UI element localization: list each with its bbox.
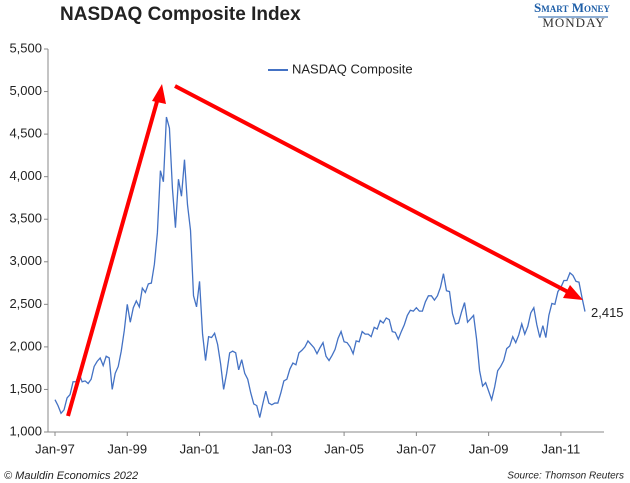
y-tick-label: 4,000 [9, 168, 42, 183]
y-tick-label: 3,500 [9, 211, 42, 226]
brand-bottom: MONDAY [542, 15, 605, 30]
y-tick-label: 1,000 [9, 423, 42, 438]
footer-right: Source: Thomson Reuters [507, 471, 624, 482]
chart-title: NASDAQ Composite Index [60, 4, 301, 25]
x-tick-label: Jan-99 [107, 441, 147, 456]
arrow-up [66, 97, 160, 417]
x-tick-label: Jan-01 [180, 441, 220, 456]
footer-left: © Mauldin Economics 2022 [4, 470, 138, 482]
y-tick-label: 4,500 [9, 126, 42, 141]
legend-label: NASDAQ Composite [292, 61, 413, 76]
series-line [54, 116, 586, 418]
x-tick-label: Jan-05 [324, 441, 364, 456]
x-tick-label: Jan-09 [469, 441, 509, 456]
x-tick-label: Jan-07 [396, 441, 436, 456]
arrow-down [174, 84, 571, 295]
y-tick-label: 2,500 [9, 296, 42, 311]
y-tick-label: 3,000 [9, 253, 42, 268]
annotation: 2,415 [591, 305, 624, 320]
y-tick-label: 5,500 [9, 40, 42, 55]
x-tick-label: Jan-97 [35, 441, 75, 456]
x-tick-label: Jan-11 [542, 441, 581, 456]
y-tick-label: 2,000 [9, 338, 42, 353]
brand-top: Smart Money [534, 0, 610, 15]
y-tick-label: 5,000 [9, 83, 42, 98]
arrow-head [563, 285, 583, 300]
trend-arrows [66, 84, 583, 417]
arrow-head [152, 84, 166, 104]
y-tick-label: 1,500 [9, 381, 42, 396]
x-tick-label: Jan-03 [252, 441, 292, 456]
